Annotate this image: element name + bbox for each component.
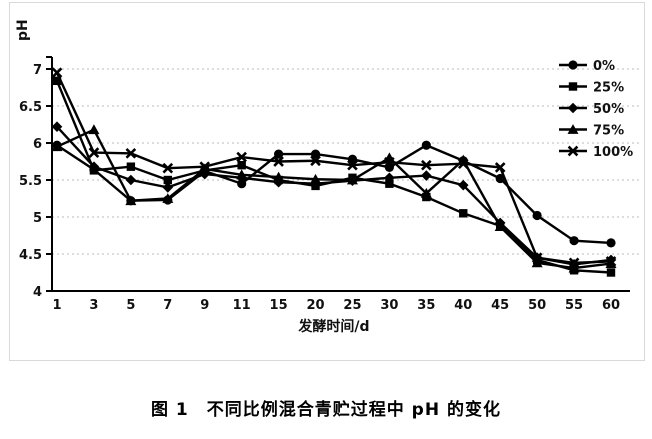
marker-diamond (88, 161, 100, 172)
marker-diamond (421, 170, 432, 181)
marker-x (494, 162, 506, 173)
x-axis-tick-label: 55 (565, 298, 583, 313)
series-line-75% (56, 128, 612, 270)
x-axis-tick-label: 60 (602, 298, 620, 313)
y-axis-tick-label: 6.5 (19, 100, 42, 115)
marker-triangle (531, 257, 543, 268)
marker-diamond (457, 179, 469, 191)
series-line-0% (56, 143, 612, 245)
y-axis-tick-label: 4 (33, 285, 42, 300)
marker-circle (495, 173, 505, 184)
marker-circle (532, 210, 542, 221)
marker-x (567, 145, 579, 157)
x-axis-tick-label: 35 (417, 298, 435, 313)
marker-square (126, 162, 136, 171)
x-axis-tick-label: 3 (89, 298, 98, 313)
marker-circle (310, 149, 321, 159)
marker-x (199, 161, 211, 172)
marker-triangle (125, 195, 137, 206)
marker-diamond (567, 102, 579, 114)
marker-triangle (162, 193, 174, 203)
marker-square (459, 209, 468, 218)
marker-triangle (346, 174, 358, 185)
y-axis-label: pH (15, 19, 31, 41)
marker-triangle (273, 171, 285, 182)
x-axis-tick-label: 45 (491, 298, 509, 313)
chart-container: 4 4.5 5 5.5 6 6.5 7 1 3 5 7 9 11 15 20 25 30 35 40 45 50 55 60… (9, 2, 645, 361)
marker-x (347, 159, 358, 171)
x-axis-tick-label: 1 (52, 298, 61, 313)
series-line-50% (56, 125, 612, 266)
x-axis-tick-label: 7 (163, 298, 172, 313)
x-axis-tick-label: 25 (343, 298, 361, 313)
marker-x (162, 162, 174, 174)
x-axis-tick-label: 9 (200, 298, 209, 313)
x-axis-tick-label: 20 (306, 298, 324, 313)
marker-circle (568, 60, 578, 70)
y-axis-tick-label: 7 (33, 63, 42, 78)
marker-square (385, 179, 394, 188)
marker-diamond (310, 178, 321, 189)
marker-circle (606, 238, 616, 248)
marker-square (237, 161, 246, 170)
marker-diamond (384, 172, 395, 184)
legend-label-25%: 25% (593, 81, 624, 96)
y-axis-tick-label: 5.5 (19, 174, 42, 189)
marker-square (163, 175, 172, 185)
marker-diamond (162, 182, 174, 193)
marker-x (273, 156, 284, 167)
marker-square (568, 82, 578, 91)
marker-x (457, 158, 469, 170)
marker-circle (569, 236, 579, 246)
marker-diamond (125, 174, 137, 186)
marker-circle (274, 149, 284, 159)
series-line-100% (55, 72, 612, 265)
figure-caption: 图 1 不同比例混合青贮过程中 pH 的变化 (151, 400, 501, 420)
marker-triangle (567, 124, 579, 134)
x-axis-tick-label: 50 (528, 298, 546, 313)
x-axis-tick-label: 11 (233, 298, 251, 313)
legend-label-0%: 0% (593, 59, 615, 74)
x-axis-label: 发酵时间/d (297, 318, 369, 335)
marker-x (421, 159, 432, 171)
y-axis-tick-label: 6 (33, 137, 42, 152)
marker-square (52, 76, 62, 86)
legend-label-75%: 75% (593, 124, 624, 139)
x-axis-tick-label: 30 (380, 298, 398, 313)
y-axis-tick-label: 4.5 (19, 248, 42, 263)
series-line-25% (55, 80, 612, 274)
x-axis-tick-label: 40 (454, 298, 472, 313)
marker-x (568, 257, 580, 269)
marker-x (51, 67, 63, 79)
legend-label-100%: 100% (593, 145, 633, 160)
x-axis-tick-label: 15 (270, 298, 288, 313)
marker-x (88, 147, 100, 158)
marker-circle (421, 140, 431, 150)
marker-square (606, 268, 616, 277)
marker-triangle (310, 173, 322, 184)
marker-triangle (88, 124, 100, 135)
marker-x (125, 148, 137, 159)
marker-x (531, 252, 543, 264)
marker-x (384, 156, 395, 168)
marker-triangle (236, 169, 248, 180)
marker-triangle (51, 141, 63, 152)
marker-x (236, 151, 247, 163)
axis-lines (51, 57, 630, 292)
marker-circle (237, 179, 247, 189)
y-axis-tick-label: 5 (33, 211, 42, 226)
marker-x (605, 256, 617, 267)
marker-triangle (494, 221, 506, 232)
ph-chart-svg: 44.555.566.571 3 5 7 9 11 15 20 25 30 35 40 45 50 55 60… (15, 19, 641, 335)
marker-x (310, 155, 321, 167)
marker-triangle (568, 262, 580, 273)
marker-diamond (51, 121, 63, 133)
legend-label-50%: 50% (593, 102, 624, 117)
marker-triangle (420, 187, 432, 198)
x-axis-tick-label: 5 (126, 298, 135, 313)
